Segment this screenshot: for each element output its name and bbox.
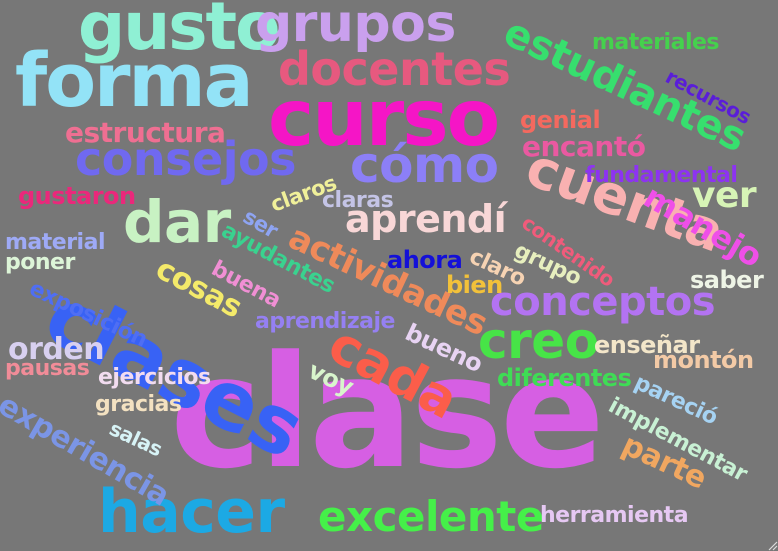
word-gusto: gusto bbox=[78, 0, 280, 65]
word-gracias: gracias bbox=[95, 392, 182, 417]
word-ahora: ahora bbox=[387, 246, 463, 274]
word-docentes: docentes bbox=[278, 42, 511, 96]
word-ver: ver bbox=[692, 175, 757, 216]
word-ensenar: enseñar bbox=[594, 331, 700, 359]
word-materiales: materiales bbox=[592, 30, 720, 55]
word-clase: clase bbox=[170, 322, 605, 503]
word-saber: saber bbox=[690, 266, 764, 294]
word-consejos: consejos bbox=[75, 132, 296, 186]
word-aprendi: aprendí bbox=[345, 197, 507, 241]
word-hacer: hacer bbox=[98, 477, 285, 547]
word-forma: forma bbox=[15, 38, 254, 124]
word-monton: montón bbox=[653, 346, 754, 374]
word-bien: bien bbox=[446, 271, 503, 299]
word-excelente: excelente bbox=[318, 492, 544, 541]
word-claras: claras bbox=[322, 188, 394, 213]
word-creo: creo bbox=[478, 312, 599, 370]
word-grupos: grupos bbox=[255, 0, 456, 54]
word-conceptos: conceptos bbox=[490, 279, 716, 325]
word-curso: curso bbox=[268, 74, 500, 164]
word-encanto: encantó bbox=[522, 130, 646, 163]
word-fundamental: fundamental bbox=[585, 163, 738, 188]
word-poner: poner bbox=[5, 250, 75, 275]
resize-grip-icon[interactable] bbox=[764, 537, 778, 551]
word-gustaron: gustaron bbox=[18, 182, 136, 210]
word-pausas: pausas bbox=[5, 356, 90, 381]
word-ejercicios: ejercicios bbox=[98, 365, 211, 390]
word-orden: orden bbox=[8, 332, 105, 367]
word-genial: genial bbox=[520, 106, 601, 134]
word-material: material bbox=[5, 230, 105, 255]
word-herramienta: herramienta bbox=[540, 503, 689, 528]
word-como: cómo bbox=[350, 136, 499, 194]
word-aprendizaje: aprendizaje bbox=[255, 309, 395, 334]
word-estructura: estructura bbox=[65, 116, 226, 149]
word-diferentes: diferentes bbox=[497, 364, 632, 392]
word-dar: dar bbox=[123, 188, 231, 256]
